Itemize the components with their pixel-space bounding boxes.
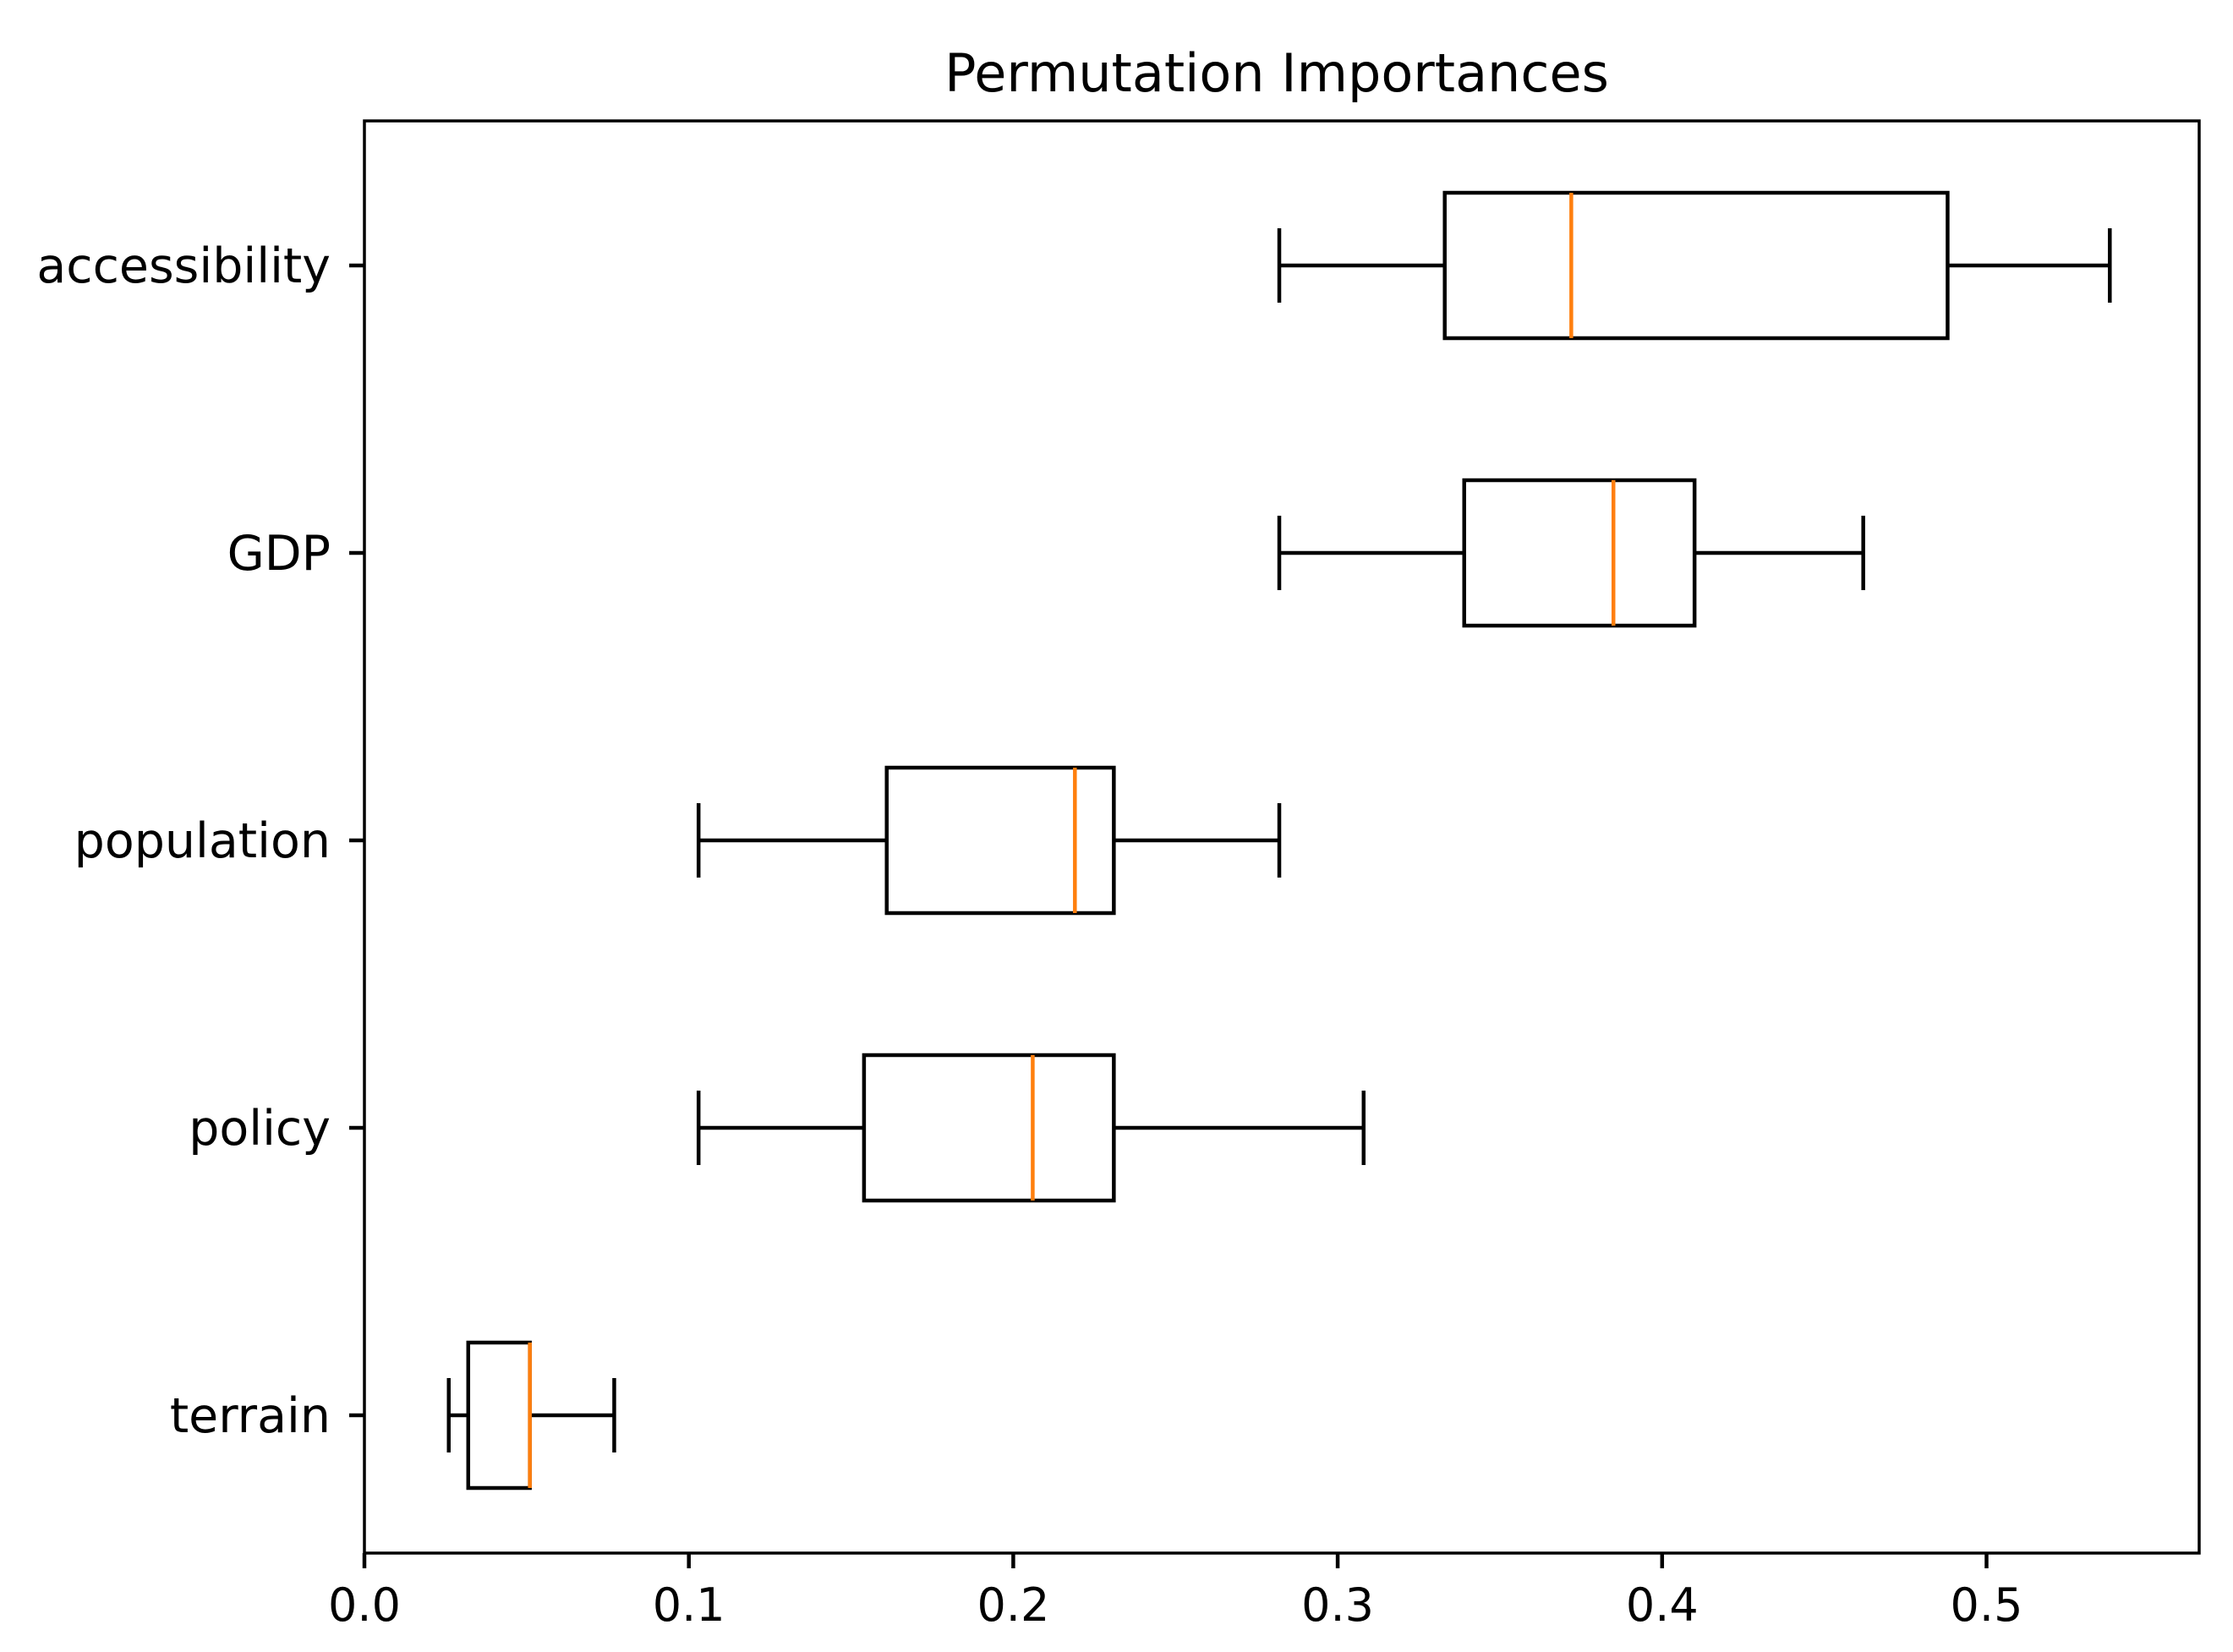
- category-label-population: population: [74, 813, 331, 869]
- x-tick-label: 0.4: [1626, 1578, 1699, 1632]
- chart-title: Permutation Importances: [944, 42, 1609, 104]
- category-label-policy: policy: [189, 1101, 331, 1157]
- x-tick-label: 0.1: [653, 1578, 725, 1632]
- iqr-box: [1462, 478, 1697, 628]
- plot-frame: [363, 119, 2201, 1555]
- box-terrain: [446, 1340, 616, 1491]
- category-label-accessibility: accessibility: [36, 238, 331, 294]
- category-label-GDP: GDP: [227, 526, 331, 582]
- iqr-box: [1442, 190, 1950, 341]
- plot-area: [446, 190, 2112, 1491]
- box-accessibility: [1277, 190, 2112, 341]
- iqr-box: [884, 765, 1116, 916]
- x-tick-label: 0.5: [1951, 1578, 2023, 1632]
- x-tick-label: 0.2: [977, 1578, 1049, 1632]
- x-tick-label: 0.0: [328, 1578, 401, 1632]
- category-label-terrain: terrain: [170, 1388, 331, 1444]
- box-policy: [696, 1053, 1366, 1203]
- box-population: [696, 765, 1282, 916]
- x-axis: 0.0 0.1 0.2 0.3 0.4 0.5: [328, 1553, 2022, 1632]
- x-tick-label: 0.3: [1301, 1578, 1374, 1632]
- box-GDP: [1277, 478, 1865, 628]
- iqr-box: [466, 1340, 532, 1491]
- y-axis: accessibility GDP population policy terrain: [36, 238, 364, 1444]
- iqr-box: [862, 1053, 1116, 1203]
